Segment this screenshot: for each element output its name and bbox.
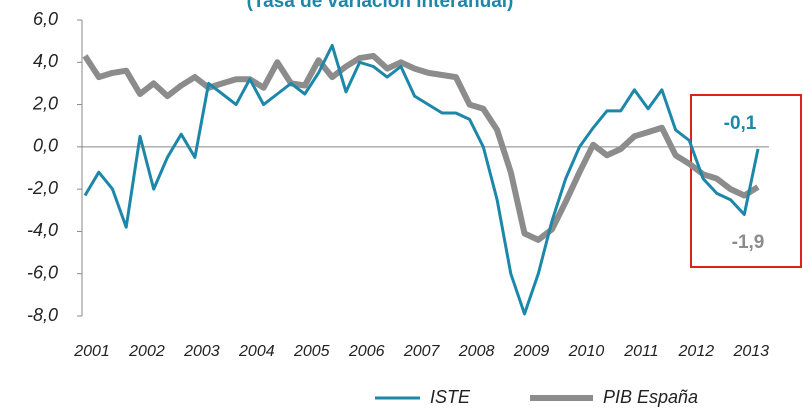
series-line	[82, 52, 760, 243]
y-tick-label: 0,0	[33, 136, 58, 156]
y-tick-label: 6,0	[33, 9, 58, 29]
y-tick-label: -4,0	[27, 220, 58, 240]
x-tick-label: 2004	[238, 343, 275, 360]
y-tick-label: -2,0	[27, 178, 58, 198]
x-tick-label: 2006	[348, 343, 385, 360]
legend-label: PIB España	[603, 387, 698, 407]
legend-label: ISTE	[430, 387, 471, 407]
x-tick-label: 2005	[293, 343, 330, 360]
x-tick-label: 2009	[513, 343, 550, 360]
chart-subtitle: (Tasa de variación interanual)	[247, 0, 514, 12]
x-tick-label: 2011	[623, 343, 658, 360]
x-tick-label: 2008	[458, 343, 495, 360]
x-tick-label: 2012	[678, 343, 715, 360]
x-tick-label: 2007	[403, 343, 441, 360]
x-tick-label: 2010	[568, 343, 605, 360]
y-tick-label: 2,0	[32, 93, 58, 113]
annotation: -0,1	[724, 113, 757, 134]
series-line	[83, 43, 760, 316]
x-tick-label: 2001	[73, 343, 110, 360]
highlight-box	[690, 94, 802, 268]
y-tick-label: -6,0	[27, 262, 58, 282]
x-tick-label: 2002	[128, 343, 165, 360]
x-tick-label: 2003	[183, 343, 220, 360]
annotation: -1,9	[732, 232, 765, 253]
x-tick-label: 2013	[732, 343, 769, 360]
y-tick-label: -8,0	[27, 305, 58, 325]
y-tick-label: 4,0	[33, 51, 58, 71]
